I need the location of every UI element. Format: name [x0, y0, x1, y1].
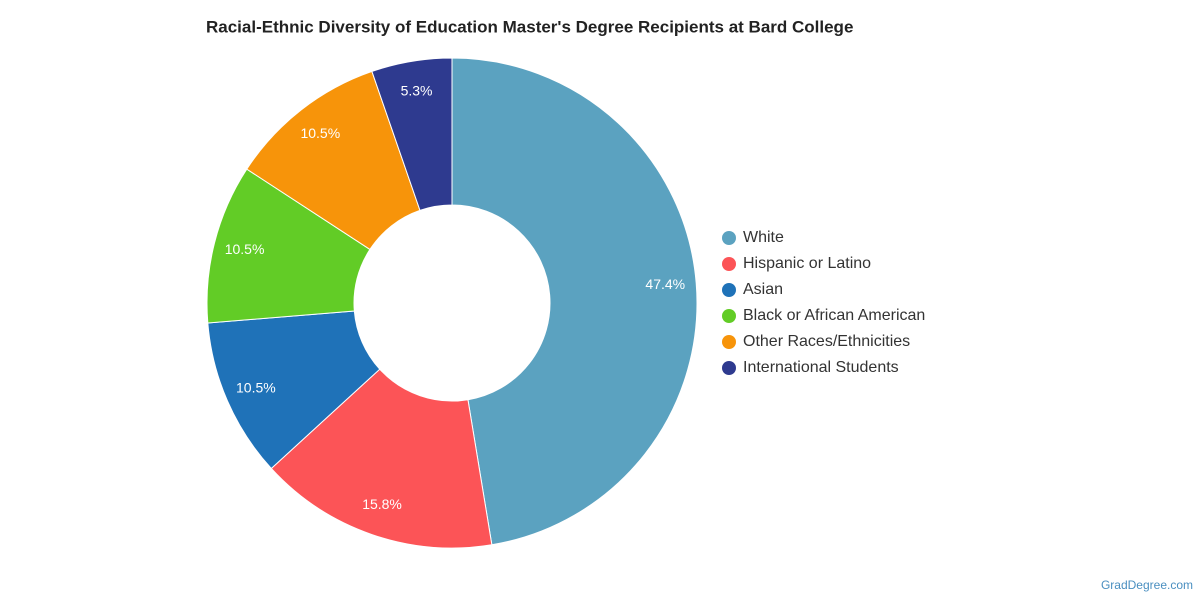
slice-label: 5.3% [401, 83, 433, 99]
legend-marker [722, 361, 736, 375]
donut-slice [207, 310, 381, 470]
legend-label: Hispanic or Latino [743, 255, 871, 272]
legend-label: White [743, 229, 784, 246]
slice-label: 10.5% [300, 125, 340, 141]
donut-slice [451, 57, 698, 546]
chart-title: Racial-Ethnic Diversity of Education Mas… [206, 17, 853, 36]
slice-label: 10.5% [236, 379, 276, 395]
legend-label: Other Races/Ethnicities [743, 333, 910, 350]
legend-marker [722, 335, 736, 349]
legend-label: International Students [743, 359, 899, 376]
credit: GradDegree.com [1101, 578, 1193, 592]
legend-marker [722, 309, 736, 323]
legend-marker [722, 283, 736, 297]
legend-marker [722, 231, 736, 245]
slice-label: 15.8% [362, 496, 402, 512]
donut-slice [270, 368, 493, 549]
donut-slice [206, 168, 371, 324]
donut-slice [371, 57, 453, 212]
slice-label: 10.5% [225, 241, 265, 257]
legend-label: Asian [743, 281, 783, 298]
legend-marker [722, 257, 736, 271]
donut-slice [246, 70, 421, 251]
slice-label: 47.4% [645, 276, 685, 292]
legend-label: Black or African American [743, 307, 925, 324]
